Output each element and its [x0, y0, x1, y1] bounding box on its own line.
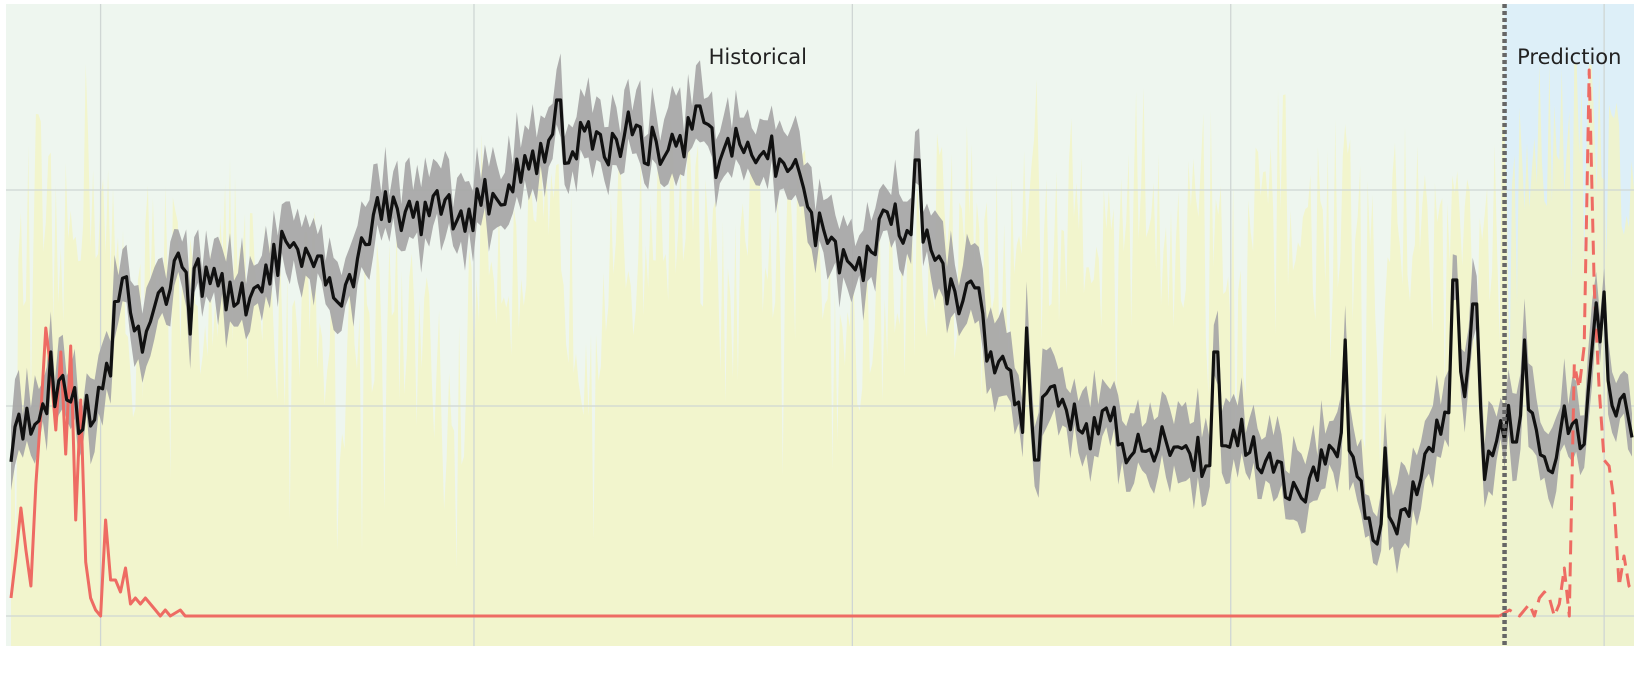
main-series-band — [11, 53, 1632, 574]
background-series-area — [11, 64, 1634, 646]
historical-region-label: Historical — [709, 45, 807, 69]
prediction-region-label: Prediction — [1517, 45, 1621, 69]
main-series-line — [9, 98, 1634, 546]
red-series-historical-line — [9, 326, 1500, 618]
red-series-prediction-line — [1498, 68, 1634, 618]
